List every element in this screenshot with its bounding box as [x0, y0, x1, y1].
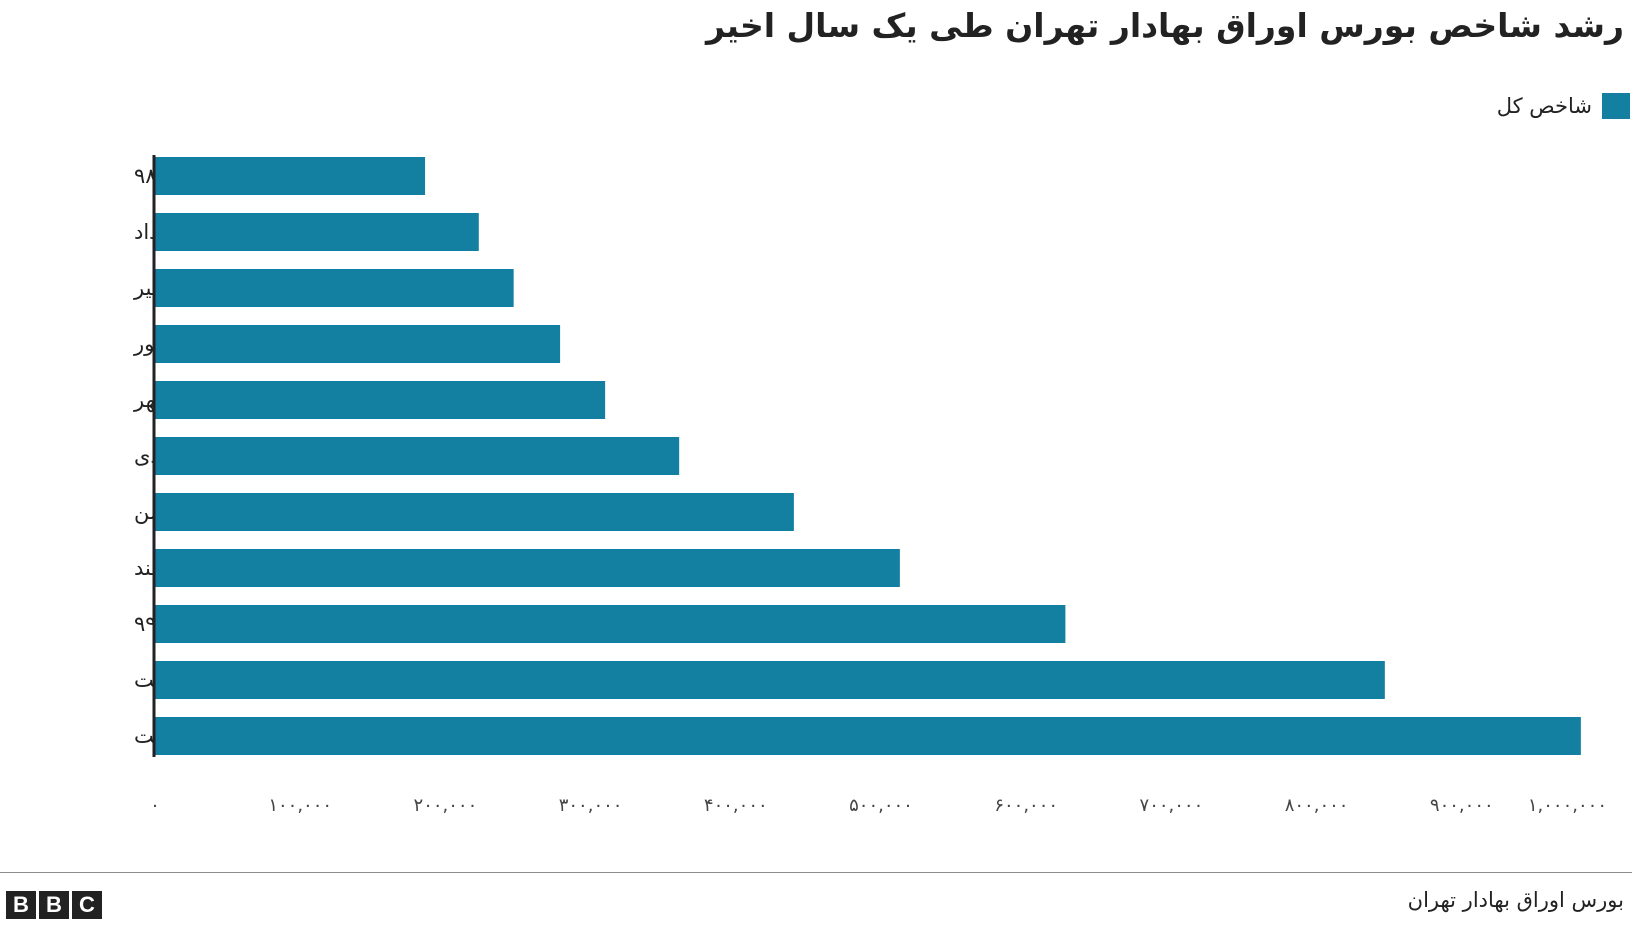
x-tick-label: ۱,۰۰۰,۰۰۰ [1528, 795, 1607, 816]
bar [155, 213, 479, 251]
bar [155, 717, 1581, 755]
bbc-logo-letter: C [72, 891, 102, 919]
bar [155, 493, 794, 531]
bar [155, 549, 900, 587]
bar [155, 325, 561, 363]
x-tick-label: ۵۰۰,۰۰۰ [849, 795, 913, 816]
x-tick-labels: ۰ ۱۰۰,۰۰۰ ۲۰۰,۰۰۰ ۳۰۰,۰۰۰ ۴۰۰,۰۰۰ ۵۰۰,۰۰۰ ۶۰۰,… [150, 795, 1607, 816]
bar [155, 605, 1066, 643]
x-tick-label: ۰ [150, 795, 160, 816]
bar [155, 157, 426, 195]
legend-swatch [1602, 93, 1630, 119]
x-tick-label: ۶۰۰,۰۰۰ [994, 795, 1058, 816]
x-tick-label: ۹۰۰,۰۰۰ [1430, 795, 1494, 816]
x-tick-label: ۱۰۰,۰۰۰ [268, 795, 332, 816]
chart-title: رشد شاخص بورس اوراق بهادار تهران طی یک س… [705, 6, 1624, 45]
bar [155, 269, 514, 307]
bbc-logo: B B C [6, 891, 102, 919]
bar [155, 381, 606, 419]
footer-divider [0, 872, 1632, 873]
x-tick-label: ۲۰۰,۰۰۰ [414, 795, 478, 816]
x-tick-label: ۴۰۰,۰۰۰ [704, 795, 768, 816]
source-label: بورس اوراق بهادار تهران [1407, 888, 1624, 912]
bars [155, 157, 1581, 755]
x-tick-label: ۸۰۰,۰۰۰ [1285, 795, 1349, 816]
bar [155, 661, 1385, 699]
bbc-logo-letter: B [39, 891, 69, 919]
x-tick-label: ۳۰۰,۰۰۰ [559, 795, 623, 816]
bar [155, 437, 680, 475]
x-tick-label: ۷۰۰,۰۰۰ [1140, 795, 1204, 816]
bbc-logo-letter: B [6, 891, 36, 919]
legend-label: شاخص کل [1496, 94, 1592, 118]
legend: شاخص کل [1497, 92, 1630, 120]
